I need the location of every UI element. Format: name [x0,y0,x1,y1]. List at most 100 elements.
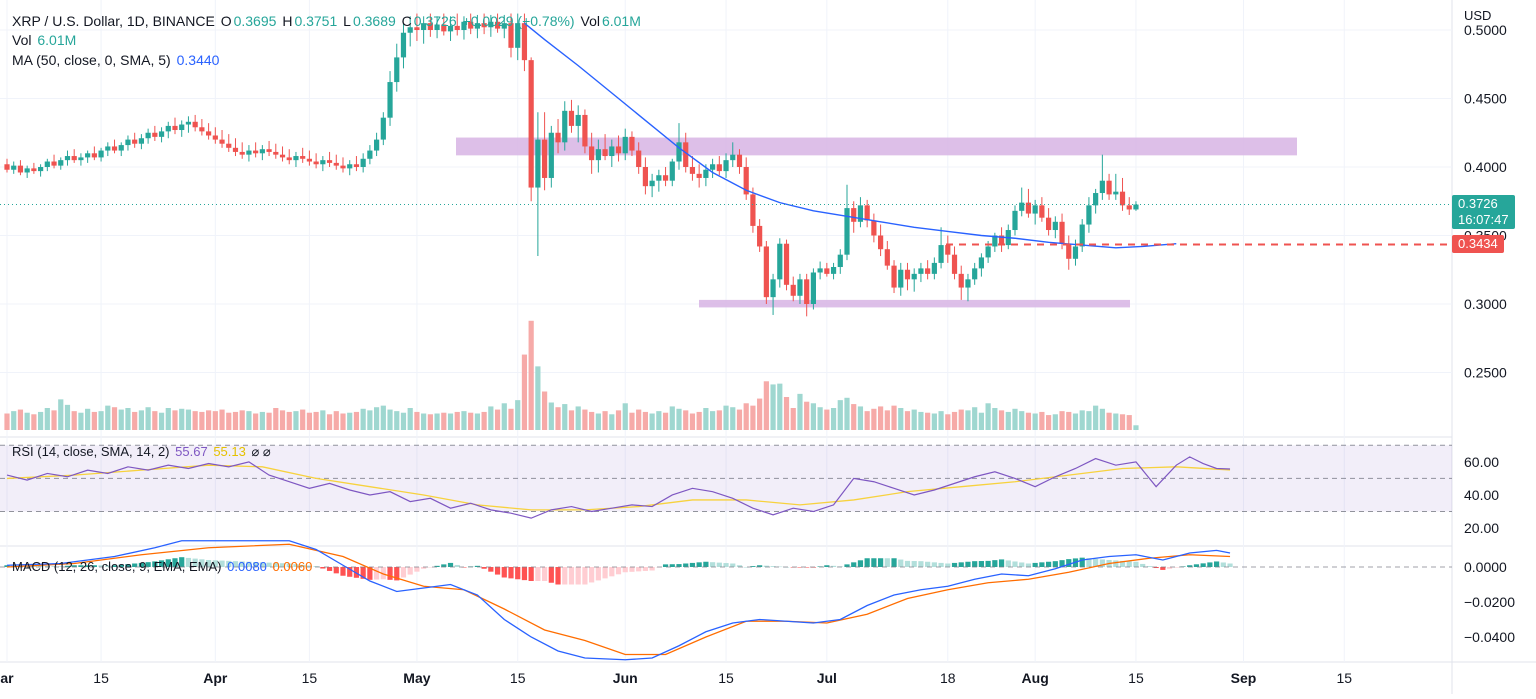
candle-body [978,257,984,269]
volume-bar [447,413,454,430]
candle-body [723,160,729,172]
macd-histogram-bar [871,558,877,567]
support-zone [699,299,1130,308]
candle-body [340,165,346,169]
candle-body [535,139,541,188]
candle-body [125,139,131,146]
volume-bar [313,411,319,430]
macd-histogram-bar [830,565,837,567]
macd-histogram-bar [118,564,124,567]
macd-histogram-bar [1046,561,1052,567]
macd-histogram-bar [407,567,413,575]
volume-bar [468,412,474,430]
macd-histogram-bar [1119,560,1126,567]
macd-histogram-bar [1093,558,1099,567]
macd-histogram-bar [582,567,588,585]
volume-bar [662,412,669,430]
volume-bar [64,404,71,430]
volume-bar [293,411,299,430]
macd-histogram-bar [1160,567,1166,570]
candle-body [676,142,682,162]
macd-histogram-bar [179,557,185,567]
candle-body [347,164,353,169]
macd-histogram-bar [555,567,561,585]
volume-bar [232,411,239,430]
candle-body [602,149,608,157]
macd-legend-label: MACD (12, 26, close, 9, EMA, EMA) [12,559,222,574]
volume-bar [636,409,642,430]
volume-bar [1059,411,1065,430]
candle-body [636,150,642,167]
candle-body [1072,246,1079,259]
volume-bar [461,411,467,430]
last-price-tag: 0.3726 16:07:47 [1452,195,1515,229]
macd-histogram-bar [730,563,736,567]
macd-histogram-bar [797,567,803,568]
macd-histogram-bar [864,558,870,567]
candle-body [703,169,709,178]
macd-histogram-bar [374,567,380,580]
volume-bar [24,412,30,430]
rsi-line [6,456,1231,519]
volume-bar [434,413,440,430]
rsi-sma-line [6,464,1231,511]
candle-body [71,156,77,161]
volume-bar [918,411,924,430]
volume-bar [360,408,366,430]
candle-body [1059,221,1065,244]
macd-histogram-bar [394,567,400,581]
volume-bar [945,414,951,430]
volume-bar [683,410,689,430]
volume-bar [615,410,622,430]
volume-bar [508,408,514,430]
candle-body [44,161,50,167]
volume-bar [165,408,171,430]
volume-bar [1119,414,1126,430]
candle-body [461,21,467,30]
volume-bar [958,409,964,430]
volume-bar [1012,408,1018,430]
candle-body [689,167,696,174]
volume-bar [219,409,225,430]
volume-bar [441,412,447,430]
candle-body [1093,193,1099,206]
candle-body [326,160,333,163]
volume-bar [172,410,178,430]
volume-bar [44,408,50,430]
header-vol-value: 6.01M [601,13,641,29]
candle-body [98,150,104,158]
candle-body [837,254,843,268]
macd-histogram-bar [279,563,286,567]
candle-body [575,114,581,126]
candle-body [421,23,427,30]
macd-histogram-bar [326,567,333,571]
candle-body [138,138,144,144]
macd-histogram-bar [535,567,541,581]
volume-bar [199,411,205,430]
volume-bar [790,408,796,430]
candle-body [24,168,30,173]
macd-histogram-bar [152,561,158,567]
rsi-settings-icons[interactable]: ⌀ ⌀ [251,444,271,459]
volume-bar [212,411,218,430]
macd-histogram-bar [192,558,198,567]
ma-legend: MA (50, close, 0, SMA, 5) 0.3440 [12,51,221,69]
volume-bar [266,412,272,430]
candle-body [750,194,756,226]
macd-histogram-bar [757,565,763,567]
volume-bar [824,409,830,430]
volume-bar [985,403,991,430]
candle-body [447,25,454,32]
macd-histogram-bar [602,567,608,579]
volume-bar [253,413,259,430]
candle-body [891,265,897,288]
volume-bar [878,406,884,430]
candle-body [380,117,386,140]
candle-body [152,132,158,137]
macd-tick-label: 0.0000 [1464,559,1507,575]
volume-bar [689,413,696,430]
volume-bar [118,409,124,430]
macd-legend-value: 0.0080 [227,559,267,574]
